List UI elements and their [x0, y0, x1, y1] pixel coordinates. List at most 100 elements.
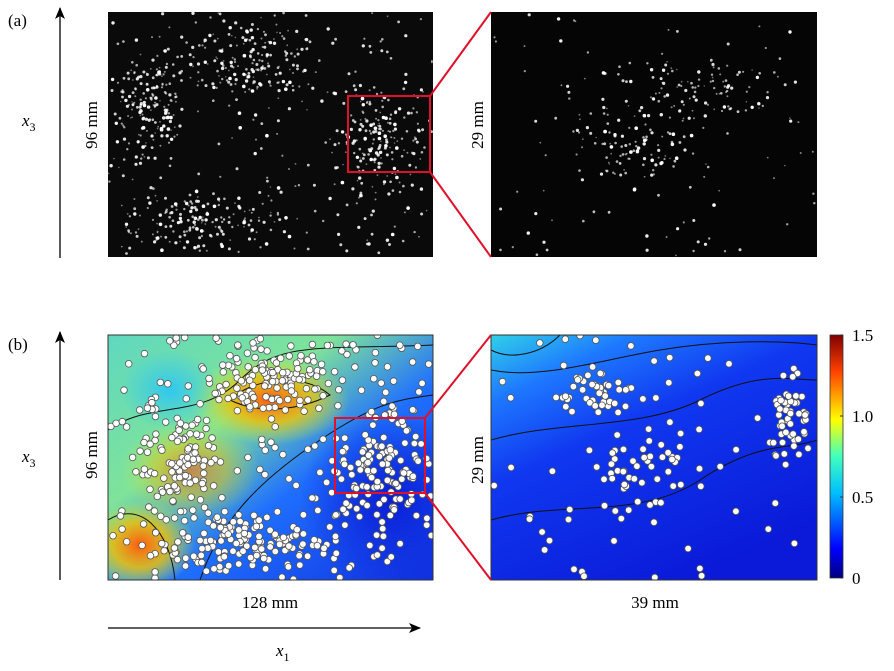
particle	[189, 63, 192, 66]
particle	[694, 370, 701, 377]
particle	[117, 82, 119, 84]
particle	[524, 45, 526, 47]
particle	[294, 248, 296, 250]
particle	[258, 220, 260, 222]
particle	[380, 40, 382, 42]
particle	[378, 131, 382, 135]
particle	[164, 197, 167, 200]
particle	[335, 402, 342, 409]
particle	[151, 87, 154, 90]
particle	[786, 223, 788, 225]
particle	[776, 412, 783, 419]
particle	[138, 111, 141, 114]
particle	[366, 243, 369, 246]
particle	[689, 98, 691, 100]
particle	[353, 485, 360, 492]
particle	[222, 233, 225, 236]
particle	[273, 42, 276, 45]
particle	[215, 549, 222, 556]
particle	[785, 393, 792, 400]
particle	[375, 192, 377, 194]
particle	[629, 143, 631, 145]
particle	[179, 530, 186, 537]
particle	[677, 430, 684, 437]
particle	[171, 515, 178, 522]
particle	[766, 96, 769, 99]
particle	[788, 30, 791, 33]
particle	[610, 153, 612, 155]
particle	[219, 82, 221, 84]
particle	[203, 417, 210, 424]
particle	[267, 62, 269, 64]
particle	[111, 78, 114, 81]
particle	[156, 103, 159, 106]
particle	[280, 369, 287, 376]
particle	[802, 412, 809, 419]
particle	[707, 104, 709, 106]
particle	[397, 496, 404, 503]
particle	[643, 114, 645, 116]
particle	[217, 524, 224, 531]
particle	[618, 515, 625, 522]
particle	[252, 544, 259, 551]
particle	[721, 110, 723, 112]
particle	[369, 158, 373, 162]
particle	[318, 361, 325, 368]
width-label: 128 mm	[242, 593, 298, 612]
particle	[326, 524, 333, 531]
particle	[230, 61, 233, 64]
particle	[614, 135, 617, 138]
particle	[212, 99, 215, 102]
particle	[779, 423, 786, 430]
particle	[378, 380, 385, 387]
particle	[199, 545, 206, 552]
particle	[585, 372, 592, 379]
particle	[374, 161, 376, 163]
particle	[658, 92, 660, 94]
particle	[388, 554, 395, 561]
particle	[787, 421, 794, 428]
particle	[698, 573, 705, 580]
particle	[726, 95, 728, 97]
particle	[179, 235, 182, 238]
particle	[259, 83, 262, 86]
particle	[773, 453, 780, 460]
particle	[140, 82, 143, 85]
particle	[188, 229, 191, 232]
particle	[534, 120, 537, 123]
particle	[676, 86, 678, 88]
particle	[172, 219, 175, 222]
particle	[421, 128, 424, 131]
particle	[223, 60, 225, 62]
particle	[266, 74, 268, 76]
particle	[672, 132, 676, 136]
particle	[676, 227, 679, 230]
particle	[723, 105, 726, 108]
particle	[216, 233, 219, 236]
particle	[197, 62, 200, 65]
particle	[185, 203, 187, 205]
particle	[396, 140, 398, 142]
particle	[201, 79, 204, 82]
particle	[311, 87, 314, 90]
particle	[260, 147, 263, 150]
particle	[209, 435, 216, 442]
height-label: 96 mm	[82, 101, 101, 149]
particle	[362, 432, 369, 439]
particle	[374, 511, 381, 518]
particle	[379, 525, 386, 532]
particle	[130, 117, 132, 119]
particle	[204, 218, 207, 221]
particle	[123, 158, 126, 161]
particle	[790, 431, 797, 438]
particle	[669, 117, 671, 119]
particle	[576, 129, 579, 132]
particle	[705, 355, 712, 362]
particle	[162, 419, 169, 426]
particle	[292, 64, 295, 67]
particle	[230, 548, 237, 555]
particle	[142, 92, 145, 95]
particle	[698, 483, 705, 490]
colorbar-tick-label: 1.0	[852, 407, 873, 426]
particle	[570, 383, 577, 390]
